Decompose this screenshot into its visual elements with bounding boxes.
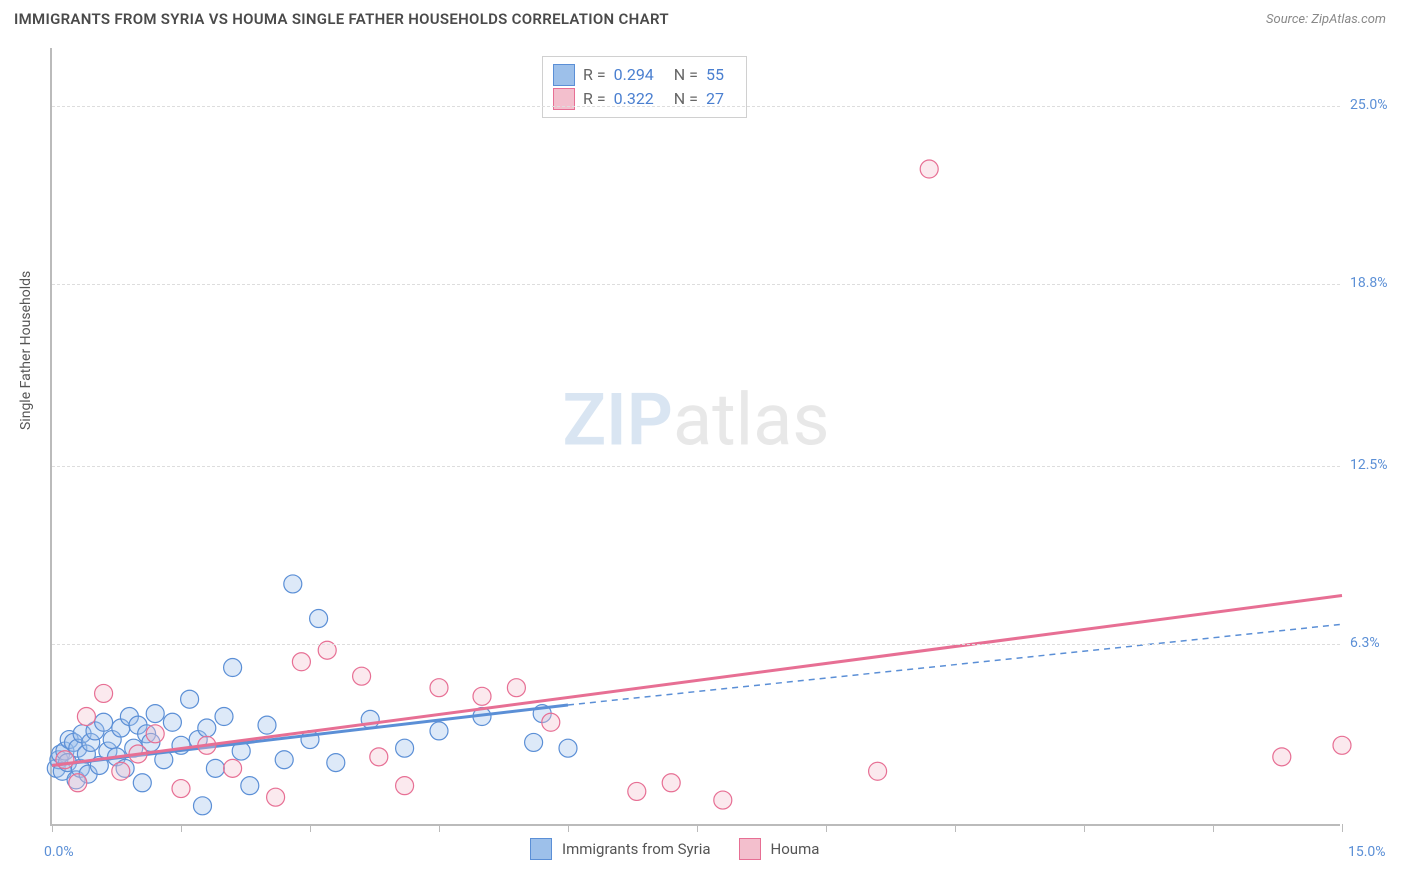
data-point (146, 705, 164, 723)
x-axis-max-label: 15.0% (1348, 844, 1386, 860)
gridline (52, 466, 1340, 467)
data-point (194, 797, 212, 815)
data-point (95, 684, 113, 702)
correlation-stats-box: R = 0.294 N = 55 R = 0.322 N = 27 (542, 56, 747, 118)
data-point (181, 690, 199, 708)
chart-header: IMMIGRANTS FROM SYRIA VS HOUMA SINGLE FA… (0, 0, 1406, 32)
data-point (869, 762, 887, 780)
gridline (52, 284, 1340, 285)
data-point (353, 667, 371, 685)
data-point (662, 774, 680, 792)
data-point (920, 160, 938, 178)
stat-n-value: 55 (706, 63, 724, 87)
legend-label: Houma (771, 840, 820, 858)
x-tick (1213, 824, 1214, 832)
chart-title: IMMIGRANTS FROM SYRIA VS HOUMA SINGLE FA… (14, 10, 669, 28)
data-point (133, 774, 151, 792)
chart-plot-area: ZIPatlas R =0.294N =55R =0.322N =27 (50, 48, 1340, 826)
data-point (542, 713, 560, 731)
data-point (267, 788, 285, 806)
data-point (1333, 736, 1351, 754)
gridline (52, 106, 1340, 107)
data-point (396, 739, 414, 757)
data-point (559, 739, 577, 757)
data-point (507, 679, 525, 697)
data-point (284, 575, 302, 593)
data-point (714, 791, 732, 809)
x-tick (1084, 824, 1085, 832)
data-point (473, 687, 491, 705)
gridline (52, 644, 1340, 645)
stat-r-value: 0.322 (614, 87, 654, 111)
legend-swatch (553, 88, 575, 110)
chart-source: Source: ZipAtlas.com (1266, 12, 1386, 27)
legend-swatch (739, 838, 761, 860)
data-point (112, 762, 130, 780)
data-point (146, 725, 164, 743)
y-tick-label: 12.5% (1350, 457, 1388, 473)
trend-line-dashed (568, 624, 1342, 705)
data-point (163, 713, 181, 731)
x-tick (181, 824, 182, 832)
data-point (258, 716, 276, 734)
data-point (77, 708, 95, 726)
x-axis-min-label: 0.0% (44, 844, 74, 860)
stat-n-value: 27 (706, 87, 724, 111)
data-point (215, 708, 233, 726)
data-point (172, 780, 190, 798)
series-legend: Immigrants from Syria Houma (530, 838, 837, 860)
data-point (241, 777, 259, 795)
stat-row: R = 0.322 N = 27 (553, 87, 736, 111)
data-point (224, 759, 242, 777)
data-point (525, 733, 543, 751)
data-point (275, 751, 293, 769)
x-tick (310, 824, 311, 832)
data-point (628, 782, 646, 800)
y-tick-label: 25.0% (1350, 97, 1388, 113)
data-point (198, 719, 216, 737)
data-point (224, 659, 242, 677)
y-tick-label: 18.8% (1350, 275, 1388, 291)
x-tick (955, 824, 956, 832)
x-tick (826, 824, 827, 832)
stat-r-value: 0.294 (614, 63, 654, 87)
data-point (69, 774, 87, 792)
x-tick (568, 824, 569, 832)
data-point (292, 653, 310, 671)
legend-swatch (530, 838, 552, 860)
trend-line (52, 595, 1342, 765)
data-point (430, 722, 448, 740)
data-point (206, 759, 224, 777)
stat-r-label: R = (583, 87, 606, 111)
x-tick (697, 824, 698, 832)
scatter-svg (52, 48, 1340, 824)
x-tick (439, 824, 440, 832)
data-point (327, 754, 345, 772)
stat-row: R = 0.294 N = 55 (553, 63, 736, 87)
data-point (310, 610, 328, 628)
legend-label: Immigrants from Syria (562, 840, 711, 858)
data-point (95, 713, 113, 731)
y-tick-label: 6.3% (1350, 635, 1380, 651)
legend-swatch (553, 64, 575, 86)
y-axis-label: Single Father Households (18, 271, 34, 430)
x-tick (52, 824, 53, 832)
data-point (370, 748, 388, 766)
stat-n-label: N = (674, 63, 698, 87)
x-tick (1342, 824, 1343, 832)
stat-r-label: R = (583, 63, 606, 87)
data-point (1273, 748, 1291, 766)
stat-n-label: N = (674, 87, 698, 111)
data-point (430, 679, 448, 697)
data-point (396, 777, 414, 795)
